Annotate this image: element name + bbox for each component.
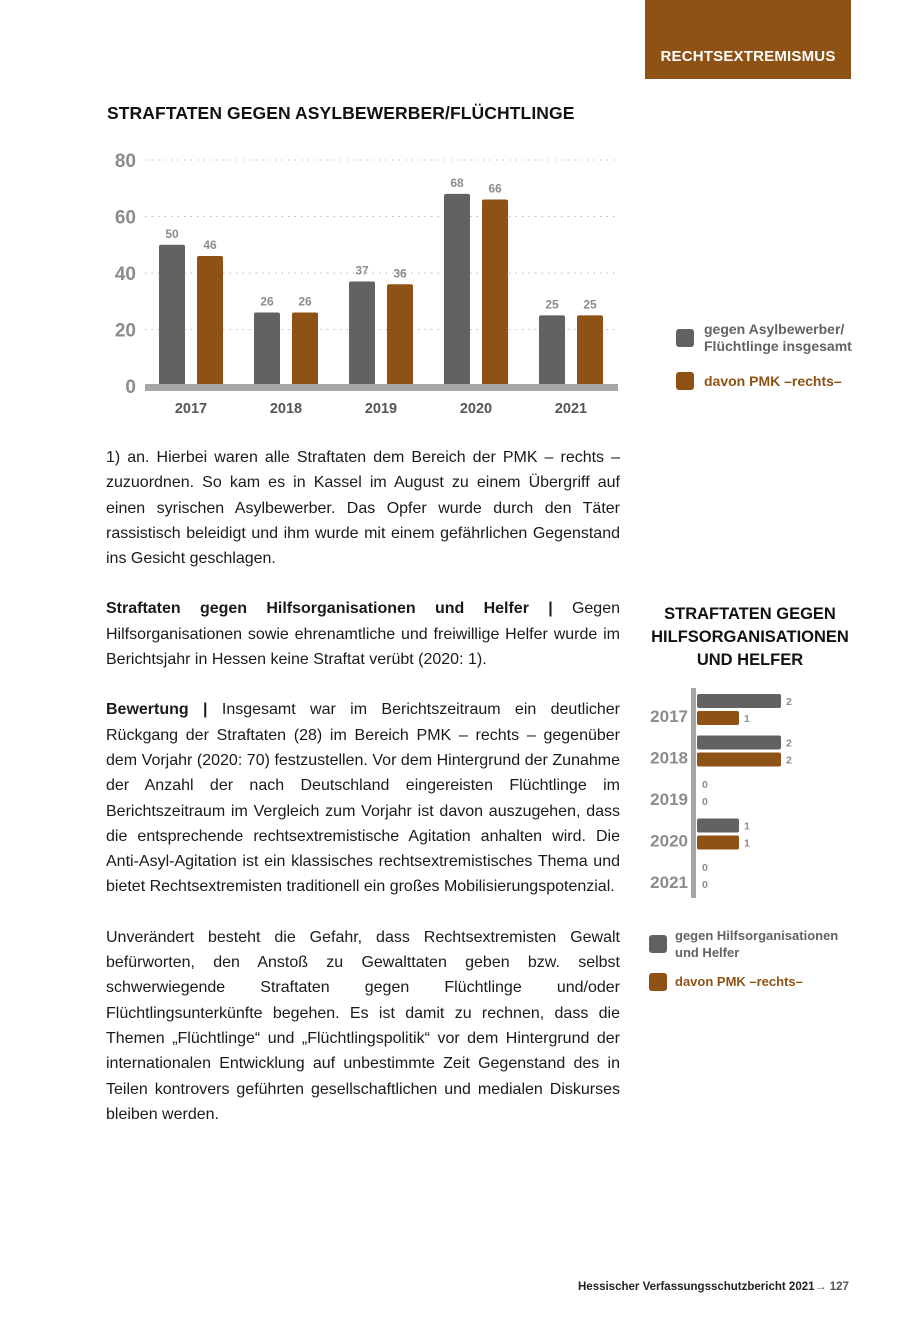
y-tick-label: 2020: [650, 832, 688, 851]
data-label: 1: [744, 838, 750, 850]
y-tick-label: 20: [115, 321, 136, 342]
data-label: 2: [786, 696, 792, 708]
bar-2017-pmk: [697, 711, 739, 725]
paragraph-1: 1) an. Hierbei waren alle Straftaten dem…: [106, 449, 620, 568]
chart1-title: STRAFTATEN GEGEN ASYLBEWERBER/FLÜCHTLING…: [107, 103, 575, 123]
y-tick-label: 0: [125, 377, 136, 398]
page-number: → 127: [815, 1281, 849, 1293]
legend2-swatch-gray: [649, 935, 667, 953]
data-label: 36: [393, 266, 407, 280]
data-label: 37: [355, 263, 369, 277]
bar-2018-total: [697, 735, 781, 750]
bar-2020-total: [697, 818, 739, 833]
bar-2018-pmk: [292, 312, 318, 386]
bar-2019-total: [349, 281, 375, 386]
paragraph-2-text: Gegen Hilfsorganisationen sowie ehrenamt…: [106, 600, 621, 669]
paragraph-2-heading: Straftaten gegen Hilfsorganisationen und…: [106, 600, 553, 618]
data-label: 2: [786, 738, 792, 750]
y-tick-label: 2017: [650, 707, 688, 726]
y-tick-label: 60: [115, 208, 136, 229]
data-label: 66: [488, 182, 502, 196]
y-tick-label: 2018: [650, 749, 688, 768]
paragraph-3-heading: Bewertung |: [106, 701, 208, 719]
data-label: 0: [702, 879, 708, 891]
paragraph-3: Bewertung | Insgesamt war im Berichtszei…: [106, 697, 620, 899]
data-label: 0: [702, 779, 708, 791]
y-tick-label: 40: [115, 264, 136, 285]
bar-2018-total: [254, 312, 280, 386]
footer-title: Hessischer Verfassungsschutzbericht 2021: [578, 1281, 815, 1293]
page-number-value: 127: [829, 1281, 849, 1293]
paragraph-3-text: Insgesamt war im Berichtszeitraum ein de…: [106, 701, 621, 896]
bar-2017-total: [697, 694, 781, 708]
arrow-right-icon: →: [815, 1281, 827, 1293]
section-tag: RECHTSEXTREMISMUS: [645, 0, 851, 79]
x-tick-label: 2017: [175, 401, 207, 417]
bar-2020-total: [444, 193, 470, 386]
bar-2017-pmk: [197, 256, 223, 386]
data-label: 0: [702, 862, 708, 874]
legend-label-total: gegen Asylbewerber/ Flüchtlinge insgesam…: [704, 321, 852, 354]
helfer-bar-chart: 2017 2 1 2018 2 2 2019 0 0 2020 1 1 2021 0 0: [650, 688, 792, 898]
legend2-swatch-brown: [649, 973, 667, 991]
bar-2017-total: [159, 244, 185, 386]
legend-swatch-gray: [676, 329, 694, 347]
data-label: 25: [545, 297, 559, 311]
legend2-label-total: gegen Hilfsorganisationen und Helfer: [675, 928, 839, 960]
chart2-title: STRAFTATEN GEGEN HILFSORGANISATIONEN UND…: [651, 605, 849, 669]
x-tick-label: 2020: [460, 401, 492, 417]
asyl-bar-chart: 0 20 40 60 80 50 46 2017 26 26 2018 37 36 2019 68 66 202…: [115, 151, 618, 417]
bar-2020-pmk: [697, 835, 739, 850]
body-text: 1) an. Hierbei waren alle Straftaten dem…: [106, 445, 620, 1152]
bar-2021-pmk: [577, 315, 603, 386]
bar-2018-pmk: [697, 752, 781, 767]
data-label: 2: [786, 755, 792, 767]
paragraph-2: Straftaten gegen Hilfsorganisationen und…: [106, 596, 620, 672]
bar-2021-total: [539, 315, 565, 386]
x-axis: [145, 384, 618, 391]
x-tick-label: 2018: [270, 401, 302, 417]
data-label: 1: [744, 821, 750, 833]
legend-label-pmk: davon PMK –rechts–: [704, 373, 842, 389]
data-label: 1: [744, 713, 750, 725]
data-label: 26: [260, 295, 274, 309]
data-label: 25: [583, 297, 597, 311]
legend-swatch-brown: [676, 372, 694, 390]
data-label: 50: [165, 227, 179, 241]
x-tick-label: 2021: [555, 401, 587, 417]
bar-2020-pmk: [482, 199, 508, 386]
legend2-label-pmk: davon PMK –rechts–: [675, 974, 803, 989]
paragraph-4: Unverändert besteht die Gefahr, dass Rec…: [106, 928, 620, 1123]
y-axis: [691, 688, 696, 898]
bar-2019-pmk: [387, 284, 413, 386]
x-tick-label: 2019: [365, 401, 397, 417]
y-tick-label: 2019: [650, 790, 688, 809]
y-tick-label: 80: [115, 151, 136, 172]
data-label: 0: [702, 796, 708, 808]
data-label: 26: [298, 295, 312, 309]
data-label: 68: [450, 176, 464, 190]
y-tick-label: 2021: [650, 873, 688, 892]
data-label: 46: [203, 238, 217, 252]
